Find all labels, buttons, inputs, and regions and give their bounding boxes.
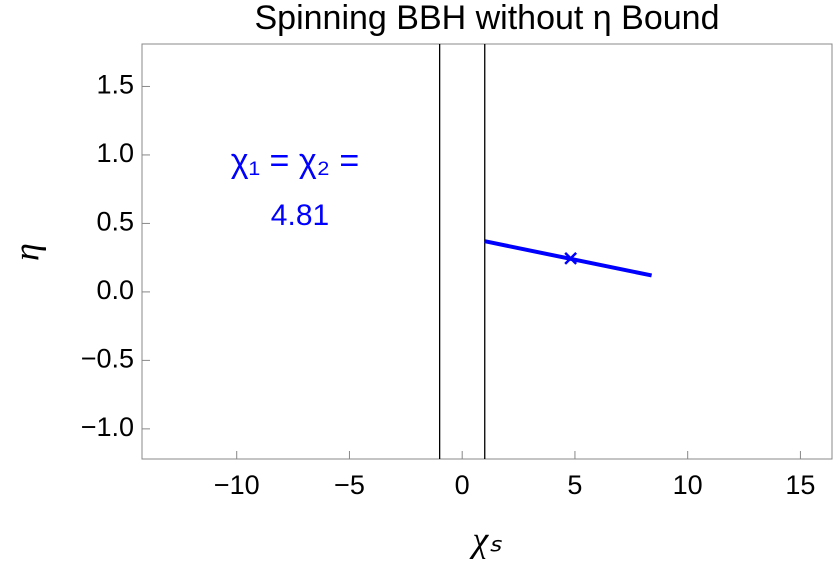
x-axis-label: χₛ: [469, 519, 502, 559]
annotation-value: 4.81: [271, 199, 329, 232]
x-tick-label: −5: [334, 470, 365, 500]
x-tick-label: 15: [785, 470, 815, 500]
y-tick-label: 0.0: [96, 275, 134, 305]
y-tick-label: −1.0: [81, 412, 134, 442]
x-tick-label: 5: [567, 470, 582, 500]
annotation: χ₁ = χ₂ =: [231, 142, 359, 180]
x-tick-label: 0: [455, 470, 470, 500]
y-tick-label: 1.5: [96, 70, 134, 100]
chart-title: Spinning BBH without η Bound: [255, 0, 720, 37]
plot-frame: [141, 43, 833, 460]
y-tick-label: 0.5: [96, 207, 134, 237]
x-tick-label: −10: [214, 470, 260, 500]
y-tick-label: 1.0: [96, 138, 134, 168]
marker: [564, 251, 578, 265]
y-axis-label: η: [6, 243, 46, 261]
line-series: [484, 239, 653, 278]
y-tick-label: −0.5: [81, 344, 134, 374]
x-tick-label: 10: [673, 470, 703, 500]
